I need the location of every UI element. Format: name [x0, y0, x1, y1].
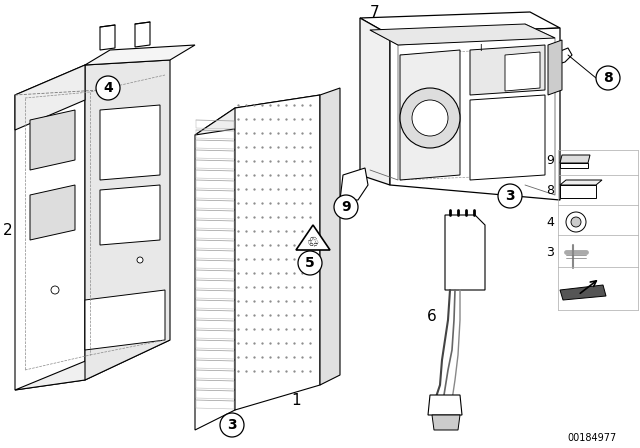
Circle shape — [566, 212, 586, 232]
Text: 3: 3 — [546, 246, 554, 258]
Polygon shape — [320, 88, 340, 385]
Polygon shape — [470, 45, 545, 95]
Polygon shape — [428, 395, 462, 415]
Text: 3: 3 — [505, 189, 515, 203]
Text: 00184977: 00184977 — [568, 433, 616, 443]
Polygon shape — [360, 12, 560, 35]
Polygon shape — [560, 163, 588, 168]
Text: 8: 8 — [603, 71, 613, 85]
Text: 3: 3 — [227, 418, 237, 432]
Polygon shape — [560, 285, 606, 300]
Text: 8: 8 — [546, 184, 554, 197]
Text: 6: 6 — [427, 309, 437, 323]
Polygon shape — [100, 185, 160, 245]
Polygon shape — [30, 110, 75, 170]
Text: 5: 5 — [305, 256, 315, 270]
Polygon shape — [195, 95, 320, 135]
Polygon shape — [560, 180, 602, 185]
Polygon shape — [135, 22, 150, 47]
Circle shape — [412, 100, 448, 136]
Polygon shape — [235, 95, 320, 410]
Text: 4: 4 — [103, 81, 113, 95]
Polygon shape — [15, 65, 85, 130]
Polygon shape — [360, 18, 390, 185]
Polygon shape — [370, 24, 555, 45]
Text: 1: 1 — [291, 392, 301, 408]
Polygon shape — [15, 65, 85, 390]
Text: 2: 2 — [3, 223, 13, 237]
Circle shape — [334, 195, 358, 219]
Text: I: I — [479, 43, 481, 52]
Polygon shape — [400, 50, 460, 180]
Polygon shape — [85, 60, 170, 380]
Text: ♲: ♲ — [307, 235, 319, 249]
Polygon shape — [560, 185, 596, 198]
Text: 4: 4 — [546, 215, 554, 228]
Polygon shape — [15, 340, 170, 390]
Circle shape — [400, 88, 460, 148]
Text: 7: 7 — [370, 4, 380, 20]
Text: 9: 9 — [546, 154, 554, 167]
Polygon shape — [30, 185, 75, 240]
Polygon shape — [100, 25, 115, 50]
Polygon shape — [505, 52, 540, 91]
Polygon shape — [100, 105, 160, 180]
Polygon shape — [340, 168, 368, 200]
Polygon shape — [432, 415, 460, 430]
Polygon shape — [195, 108, 235, 430]
Circle shape — [571, 217, 581, 227]
Circle shape — [298, 251, 322, 275]
Polygon shape — [296, 225, 330, 250]
Circle shape — [96, 76, 120, 100]
Polygon shape — [560, 155, 590, 163]
Polygon shape — [390, 28, 560, 200]
Polygon shape — [85, 45, 195, 65]
Circle shape — [137, 257, 143, 263]
Circle shape — [220, 413, 244, 437]
Polygon shape — [85, 290, 165, 350]
Polygon shape — [470, 95, 545, 180]
Circle shape — [596, 66, 620, 90]
Polygon shape — [445, 215, 485, 290]
Polygon shape — [548, 40, 562, 95]
Circle shape — [51, 286, 59, 294]
Text: 9: 9 — [341, 200, 351, 214]
Circle shape — [498, 184, 522, 208]
